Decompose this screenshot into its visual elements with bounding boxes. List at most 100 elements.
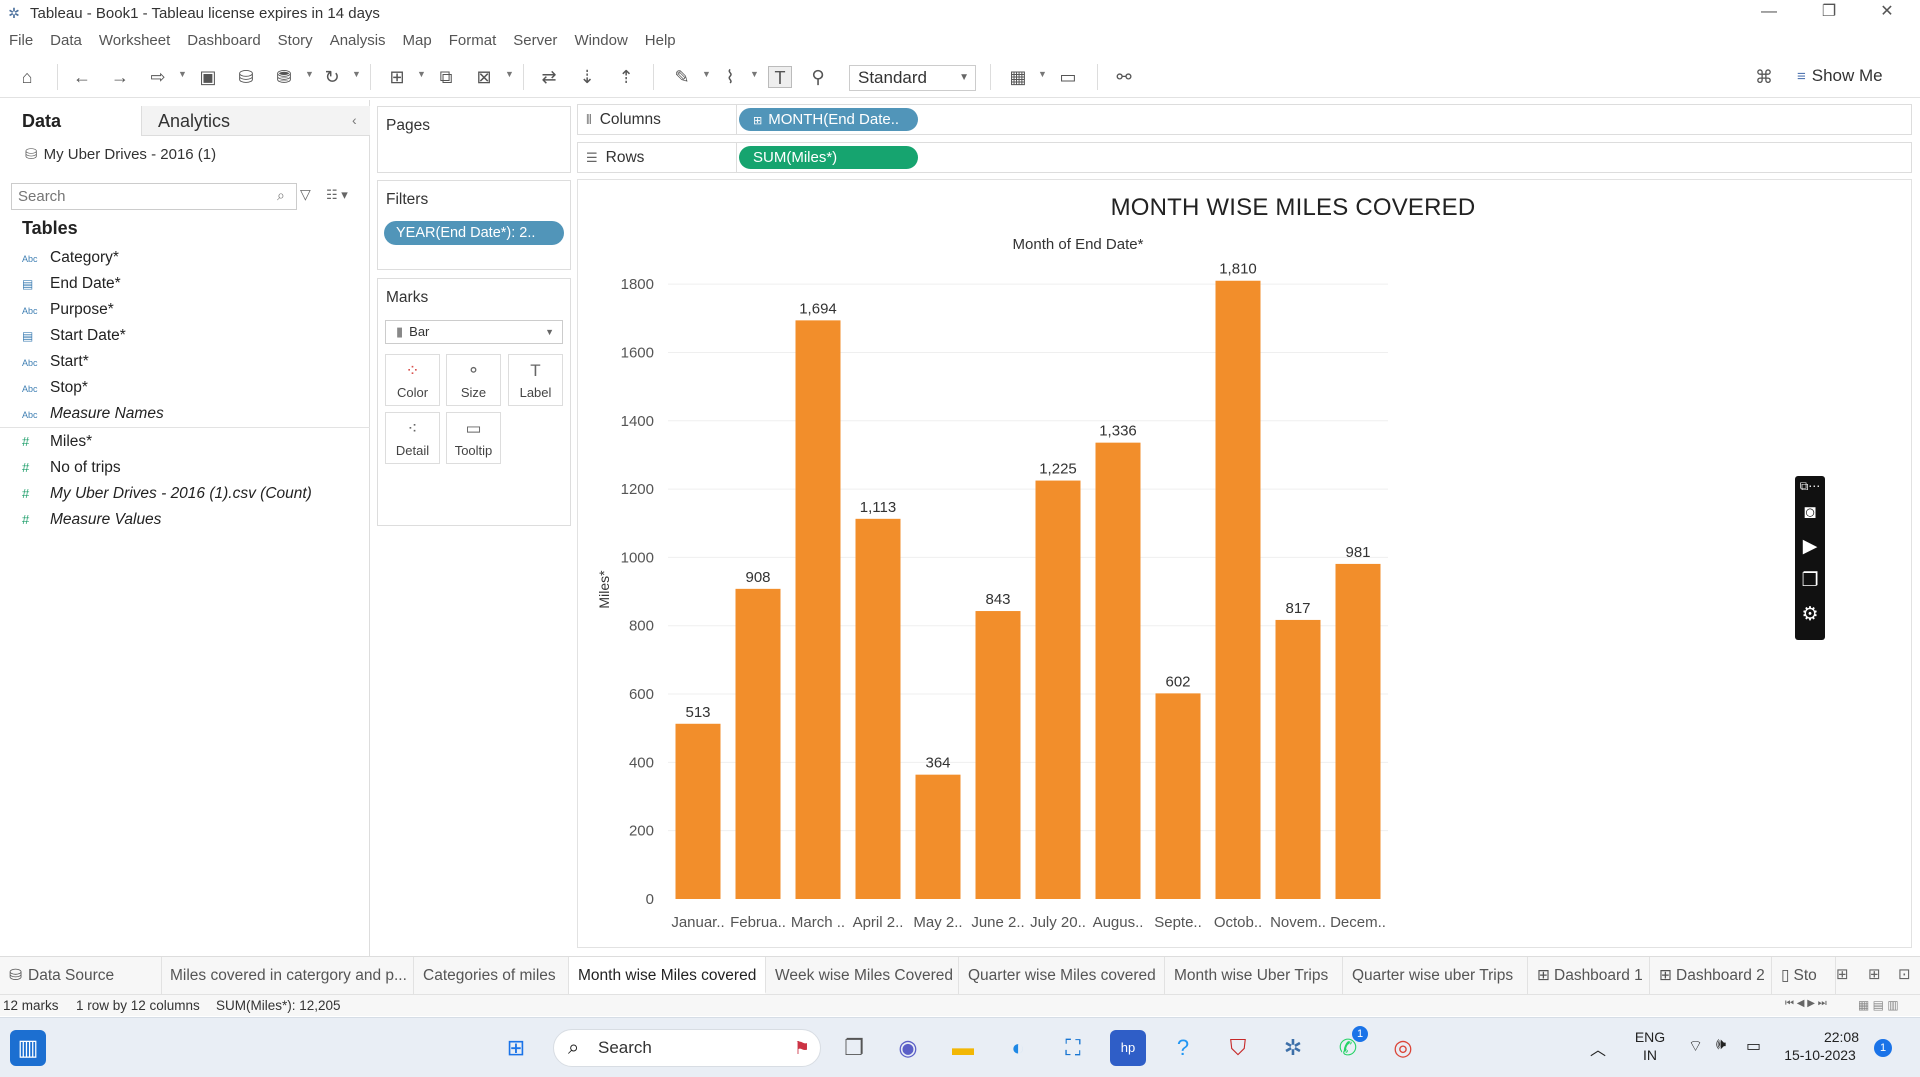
battery-icon[interactable]: ▭ <box>1746 1038 1762 1055</box>
menu-server[interactable]: Server <box>513 31 558 49</box>
save-icon[interactable]: ▣ <box>199 67 217 87</box>
mark-type-select[interactable]: ▮ Bar ▼ <box>385 320 563 344</box>
clear-sheet-icon[interactable]: ⊠ <box>476 67 492 87</box>
story-tab[interactable]: ▯ Sto <box>1772 957 1836 994</box>
sheet-tab-active[interactable]: Month wise Miles covered <box>569 957 766 994</box>
menu-analysis[interactable]: Analysis <box>329 31 386 49</box>
sheet-tab[interactable]: Week wise Miles Covered <box>766 957 959 994</box>
redo-icon[interactable]: → <box>111 67 129 87</box>
datasource-item[interactable]: ⛁ My Uber Drives - 2016 (1) <box>25 145 216 163</box>
edge-browser-icon[interactable]: ◐ <box>1011 1035 1025 1060</box>
collapse-pane-icon[interactable]: ‹ <box>352 112 357 128</box>
rows-pill-sum-miles[interactable]: SUM(Miles*) <box>739 146 918 169</box>
sheet-tab[interactable]: Miles covered in catergory and p... <box>162 957 414 994</box>
new-datasource-icon[interactable]: ⛁ <box>238 67 254 87</box>
field-no-of-trips[interactable]: # No of trips <box>22 457 121 479</box>
bar-9[interactable] <box>1155 693 1201 899</box>
clock[interactable]: 22:08 15-10-2023 <box>1775 1028 1865 1064</box>
field-category[interactable]: Abc Category* <box>22 247 119 269</box>
field-start-date[interactable]: ▤ Start Date* <box>22 325 126 347</box>
tooltip-button[interactable]: ▭ Tooltip <box>446 412 501 464</box>
new-story-icon[interactable]: ⊡ <box>1898 966 1911 983</box>
share-icon[interactable]: ⚯ <box>1116 67 1132 87</box>
myhp-icon[interactable]: hp <box>1110 1030 1146 1066</box>
video-icon[interactable]: ▶ <box>1802 536 1818 557</box>
sort-descending-icon[interactable]: ⇡ <box>618 67 634 87</box>
sheet-navigation-icon[interactable]: ⏮ ◀ ▶ ⏭ <box>1785 998 1827 1009</box>
close-icon[interactable]: ✕ <box>1880 3 1894 20</box>
menu-data[interactable]: Data <box>50 31 82 49</box>
wifi-icon[interactable]: ⌔ <box>1688 1038 1704 1055</box>
sheet-tab[interactable]: Categories of miles <box>414 957 569 994</box>
field-miles[interactable]: # Miles* <box>22 431 92 453</box>
rows-shelf[interactable]: ☰ Rows SUM(Miles*) <box>577 142 1912 173</box>
menu-worksheet[interactable]: Worksheet <box>98 31 171 49</box>
bar-12[interactable] <box>1335 563 1381 899</box>
home-icon[interactable]: ⌂ <box>21 67 33 87</box>
store-icon[interactable]: ⛶ <box>1065 1035 1081 1060</box>
refresh-icon[interactable]: ↻ <box>324 67 340 87</box>
search-icon[interactable]: ⌕ <box>277 187 285 203</box>
pin-icon[interactable]: ⚲ <box>811 67 825 87</box>
window-capture-icon[interactable]: ❐ <box>1801 570 1819 591</box>
view-options-icon[interactable]: ☷ ▾ <box>326 187 348 202</box>
bar-2[interactable] <box>735 588 781 899</box>
pages-card[interactable]: Pages <box>377 106 571 173</box>
bar-1[interactable] <box>675 723 721 899</box>
tab-data-source[interactable]: ⛁ Data Source <box>0 957 162 994</box>
fit-select[interactable]: Standard ▼ <box>849 65 976 91</box>
meet-icon[interactable]: ◉ <box>898 1035 918 1060</box>
label-button[interactable]: T Label <box>508 354 563 406</box>
volume-icon[interactable]: 🕪 <box>1716 1036 1727 1053</box>
whatsapp-icon[interactable]: ✆ <box>1338 1035 1358 1060</box>
field-purpose[interactable]: Abc Purpose* <box>22 299 114 321</box>
group-icon[interactable]: ⌇ <box>725 67 735 87</box>
pause-updates-icon[interactable]: ⛃ <box>276 67 292 87</box>
field-end-date[interactable]: ▤ End Date* <box>22 273 121 295</box>
search-input[interactable] <box>11 183 297 210</box>
show-cards-icon[interactable]: ▦ <box>1009 67 1027 87</box>
swap-icon[interactable]: ⇄ <box>541 67 557 87</box>
columns-shelf[interactable]: ⦀ Columns ⊞ MONTH(End Date.. <box>577 104 1912 135</box>
tableau-taskbar-icon[interactable]: ✲ <box>1283 1035 1303 1060</box>
help-icon[interactable]: ? <box>1176 1035 1190 1060</box>
menu-format[interactable]: Format <box>448 31 497 49</box>
tab-analytics[interactable]: Analytics <box>141 106 370 136</box>
sheet-tab[interactable]: Quarter wise Miles covered <box>959 957 1165 994</box>
language-indicator[interactable]: ENG IN <box>1634 1029 1666 1063</box>
camera-icon[interactable]: ◙ <box>1804 502 1816 523</box>
bar-7[interactable] <box>1035 480 1081 899</box>
menu-map[interactable]: Map <box>402 31 432 49</box>
bar-10[interactable] <box>1215 280 1261 900</box>
task-view-icon[interactable]: ❐ <box>844 1035 864 1060</box>
taskbar-search[interactable]: ⌕ Search ⚑ <box>553 1029 821 1067</box>
bar-4[interactable] <box>855 518 901 899</box>
bar-8[interactable] <box>1095 442 1141 899</box>
refresh-dropdown-icon[interactable]: ▼ <box>352 69 361 79</box>
field-measure-values[interactable]: # Measure Values <box>22 509 161 531</box>
color-button[interactable]: ⁘ Color <box>385 354 440 406</box>
menu-dashboard[interactable]: Dashboard <box>187 31 261 49</box>
chrome-icon[interactable]: ◎ <box>1393 1035 1413 1060</box>
sort-ascending-icon[interactable]: ⇣ <box>579 67 595 87</box>
sheet-tab[interactable]: Month wise Uber Trips <box>1165 957 1343 994</box>
detail-button[interactable]: ⁖ Detail <box>385 412 440 464</box>
dashboard-tab[interactable]: ⊞ Dashboard 2 <box>1650 957 1772 994</box>
show-labels-icon[interactable]: T <box>768 66 792 88</box>
new-dashboard-icon[interactable]: ⊞ <box>1868 966 1881 983</box>
minimize-icon[interactable]: — <box>1761 3 1777 20</box>
windows-start-icon[interactable]: ⊞ <box>506 1035 526 1060</box>
duplicate-icon[interactable]: ⧉ <box>439 67 453 87</box>
field-stop[interactable]: Abc Stop* <box>22 377 88 399</box>
dashboard-tab[interactable]: ⊞ Dashboard 1 <box>1528 957 1650 994</box>
tray-overflow-icon[interactable]: ︿ <box>1590 1042 1607 1059</box>
recorder-menu-icon[interactable]: ⧉⋯ <box>1799 479 1821 493</box>
presentation-mode-icon[interactable]: ▭ <box>1059 67 1077 87</box>
new-worksheet-icon[interactable]: ⊞ <box>389 67 405 87</box>
notifications-badge[interactable]: 1 <box>1874 1039 1892 1057</box>
filter-pill-year[interactable]: YEAR(End Date*): 2.. <box>384 221 564 245</box>
field-record-count[interactable]: # My Uber Drives - 2016 (1).csv (Count) <box>22 483 312 505</box>
replay-dropdown-icon[interactable]: ▼ <box>178 69 187 79</box>
widgets-icon[interactable]: ▥ <box>10 1030 46 1066</box>
replay-icon[interactable]: ⇨ <box>150 67 166 87</box>
